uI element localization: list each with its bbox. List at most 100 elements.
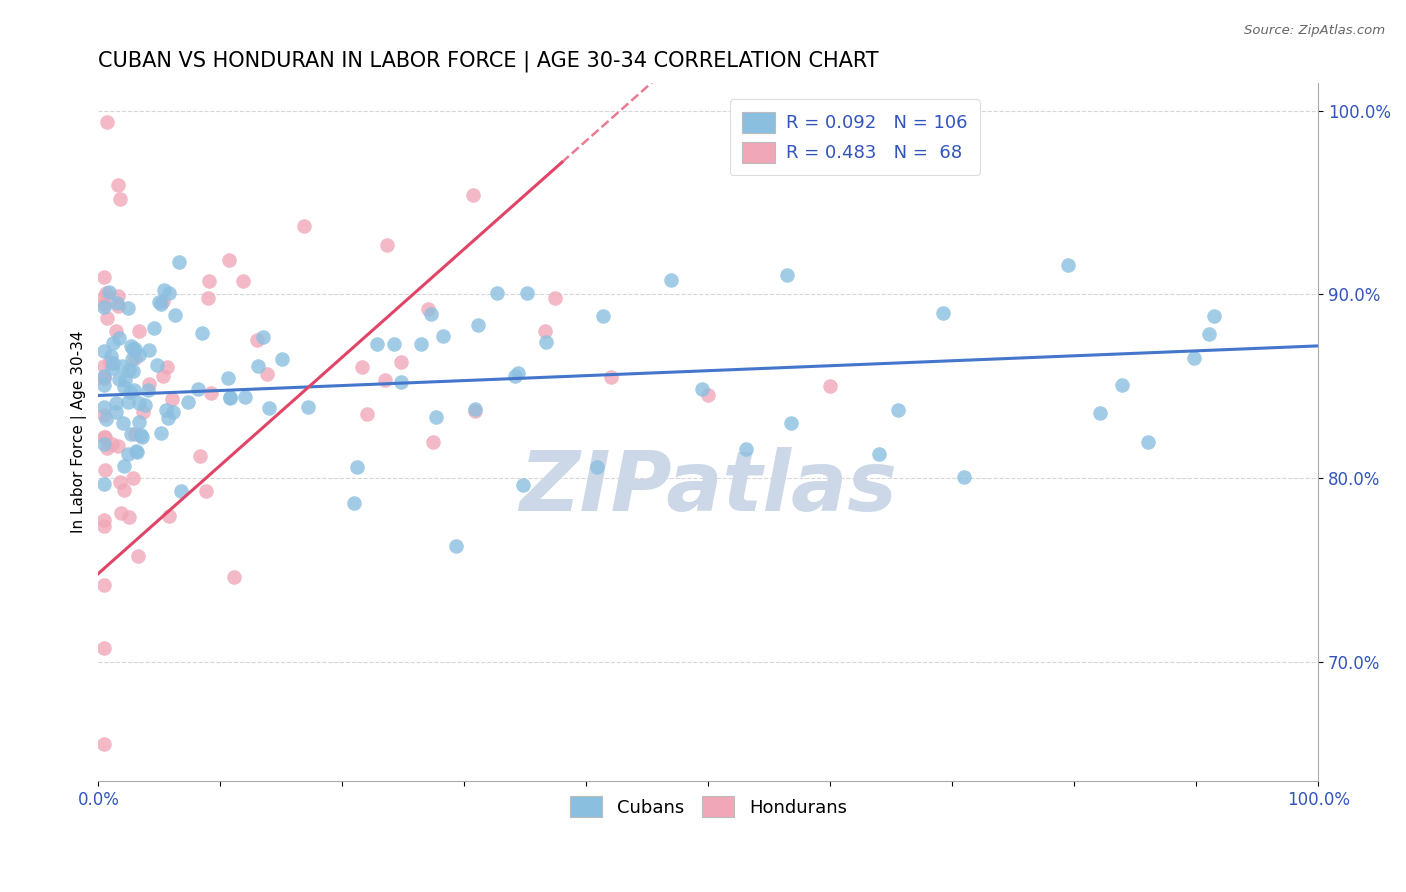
Point bbox=[118, 510, 141, 524]
Point bbox=[194, 484, 217, 499]
Y-axis label: In Labor Force | Age 30-34: In Labor Force | Age 30-34 bbox=[72, 331, 87, 533]
Point bbox=[416, 302, 439, 317]
Point bbox=[356, 407, 378, 421]
Point bbox=[114, 373, 136, 387]
Point bbox=[125, 444, 148, 458]
Point bbox=[117, 301, 139, 315]
Point bbox=[107, 440, 129, 454]
Point bbox=[232, 274, 254, 288]
Point bbox=[516, 285, 538, 300]
Point bbox=[162, 404, 184, 418]
Point bbox=[93, 641, 115, 656]
Point bbox=[101, 356, 124, 370]
Point bbox=[148, 295, 170, 310]
Point bbox=[217, 370, 239, 384]
Point bbox=[100, 349, 122, 363]
Point bbox=[111, 359, 134, 373]
Point bbox=[190, 449, 212, 463]
Point bbox=[117, 447, 139, 461]
Point bbox=[256, 367, 278, 381]
Point bbox=[93, 430, 115, 444]
Point bbox=[93, 378, 115, 392]
Point bbox=[157, 508, 180, 523]
Point bbox=[464, 401, 486, 416]
Point bbox=[93, 400, 115, 414]
Point bbox=[104, 324, 127, 338]
Point bbox=[110, 506, 132, 520]
Point bbox=[93, 270, 115, 285]
Point bbox=[98, 354, 121, 368]
Point bbox=[122, 384, 145, 398]
Point bbox=[149, 297, 172, 311]
Text: ZIPatlas: ZIPatlas bbox=[519, 448, 897, 528]
Point bbox=[167, 254, 190, 268]
Point bbox=[779, 417, 801, 431]
Point bbox=[93, 408, 115, 422]
Point bbox=[233, 390, 256, 404]
Point bbox=[533, 325, 555, 339]
Point bbox=[697, 388, 720, 402]
Point bbox=[110, 192, 132, 206]
Point bbox=[128, 415, 150, 429]
Point bbox=[219, 390, 242, 404]
Point bbox=[108, 475, 131, 490]
Point bbox=[246, 359, 269, 374]
Point bbox=[107, 178, 129, 192]
Point bbox=[419, 307, 441, 321]
Text: CUBAN VS HONDURAN IN LABOR FORCE | AGE 30-34 CORRELATION CHART: CUBAN VS HONDURAN IN LABOR FORCE | AGE 3… bbox=[98, 51, 879, 72]
Point bbox=[599, 370, 621, 384]
Point bbox=[105, 405, 128, 419]
Point bbox=[297, 401, 319, 415]
Point bbox=[93, 300, 115, 314]
Point bbox=[104, 396, 127, 410]
Point bbox=[543, 291, 565, 305]
Point bbox=[155, 403, 177, 417]
Point bbox=[93, 297, 115, 311]
Point bbox=[953, 470, 976, 484]
Point bbox=[132, 405, 155, 419]
Point bbox=[163, 308, 186, 322]
Point bbox=[93, 477, 115, 491]
Point bbox=[112, 380, 135, 394]
Point bbox=[157, 410, 180, 425]
Point bbox=[129, 428, 152, 442]
Point bbox=[112, 458, 135, 473]
Point bbox=[252, 330, 274, 344]
Point bbox=[218, 253, 240, 268]
Point bbox=[118, 363, 141, 377]
Point bbox=[128, 324, 150, 338]
Point bbox=[108, 331, 131, 345]
Point bbox=[536, 335, 558, 350]
Point bbox=[120, 339, 142, 353]
Point bbox=[157, 285, 180, 300]
Point bbox=[343, 496, 366, 510]
Point bbox=[146, 358, 169, 372]
Point bbox=[659, 273, 682, 287]
Point bbox=[200, 386, 222, 401]
Point bbox=[142, 321, 165, 335]
Point bbox=[191, 326, 214, 341]
Point bbox=[101, 437, 124, 451]
Point bbox=[96, 286, 118, 301]
Point bbox=[350, 359, 373, 374]
Point bbox=[820, 379, 842, 393]
Point bbox=[224, 570, 246, 584]
Point bbox=[138, 343, 160, 358]
Point bbox=[776, 268, 799, 282]
Point bbox=[93, 344, 115, 359]
Point bbox=[105, 296, 128, 310]
Point bbox=[152, 283, 174, 297]
Point bbox=[93, 371, 115, 385]
Point bbox=[187, 382, 209, 396]
Point bbox=[121, 352, 143, 367]
Point bbox=[96, 412, 118, 426]
Point bbox=[101, 336, 124, 351]
Point bbox=[93, 737, 115, 751]
Point bbox=[124, 351, 146, 365]
Point bbox=[107, 299, 129, 313]
Point bbox=[463, 188, 485, 202]
Point bbox=[96, 115, 118, 129]
Text: Source: ZipAtlas.com: Source: ZipAtlas.com bbox=[1244, 24, 1385, 37]
Point bbox=[107, 372, 129, 386]
Point bbox=[93, 518, 115, 533]
